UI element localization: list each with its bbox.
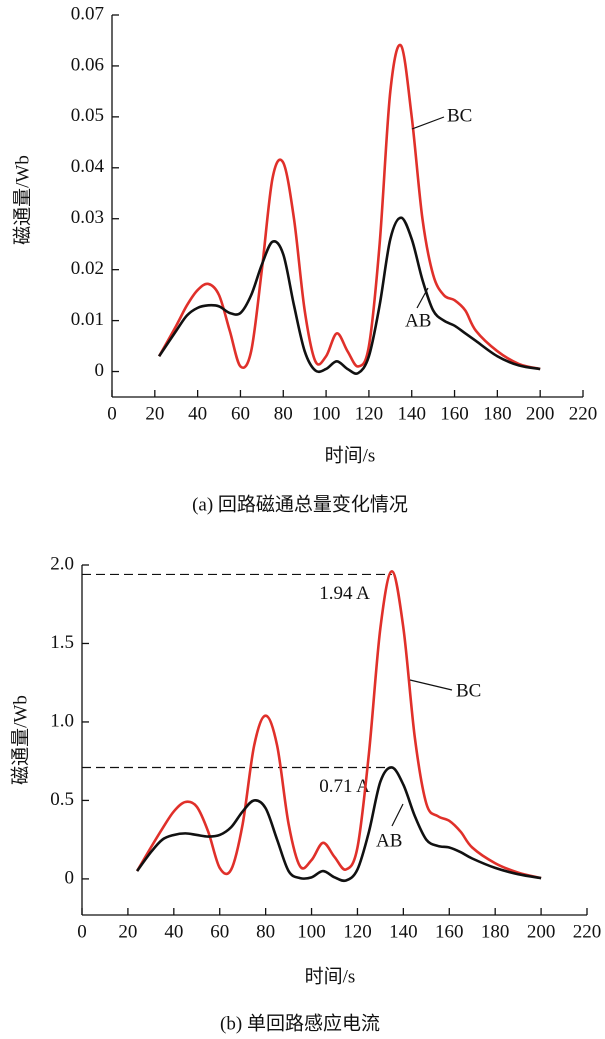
x-tick-label: 100 <box>297 921 326 942</box>
series-line <box>157 43 541 371</box>
reference-label: 1.94 A <box>319 583 370 604</box>
y-tick-label: 0 <box>65 867 75 888</box>
y-tick-label: 0.05 <box>71 105 104 126</box>
x-tick-label: 20 <box>118 921 137 942</box>
x-tick-label: 0 <box>77 921 87 942</box>
x-tick-label: 60 <box>210 921 229 942</box>
series-leader <box>411 116 445 130</box>
x-tick-label: 100 <box>312 403 341 424</box>
series-line <box>158 216 541 375</box>
y-tick-label: 0.04 <box>71 156 105 177</box>
x-tick-label: 20 <box>145 403 164 424</box>
reference-label: 0.71 A <box>319 776 370 797</box>
x-tick-label: 220 <box>569 403 598 424</box>
y-axis-label: 磁通量/Wb <box>11 155 33 245</box>
x-axis-label: 时间/s <box>305 965 356 987</box>
x-tick-label: 160 <box>440 403 469 424</box>
x-tick-label: 200 <box>526 403 555 424</box>
series-label: AB <box>376 830 402 851</box>
x-tick-label: 120 <box>355 403 384 424</box>
x-tick-label: 60 <box>231 403 250 424</box>
x-axis-label: 时间/s <box>325 444 376 466</box>
x-tick-label: 80 <box>256 921 275 942</box>
y-axis-label: 磁通量/Wb <box>9 695 31 785</box>
y-tick-label: 0.02 <box>71 258 104 279</box>
y-tick-label: 0.01 <box>71 309 104 330</box>
series-leader <box>409 679 453 691</box>
series-line <box>135 569 542 880</box>
series-leader <box>391 803 404 827</box>
x-tick-label: 160 <box>435 921 464 942</box>
x-tick-label: 220 <box>573 921 602 942</box>
y-tick-label: 0.06 <box>71 54 104 75</box>
x-tick-label: 120 <box>343 921 372 942</box>
x-tick-label: 40 <box>188 403 207 424</box>
y-tick-label: 1.5 <box>50 632 74 653</box>
caption: (b) 单回路感应电流 <box>220 1012 380 1034</box>
x-tick-label: 180 <box>483 403 512 424</box>
series-label: AB <box>405 310 431 331</box>
series-line <box>136 766 542 883</box>
caption: (a) 回路磁通总量变化情况 <box>192 493 408 515</box>
series-label: BC <box>447 105 472 126</box>
y-tick-label: 0.07 <box>71 3 104 24</box>
y-tick-label: 0 <box>95 360 105 381</box>
x-tick-label: 180 <box>481 921 510 942</box>
x-tick-label: 0 <box>107 403 117 424</box>
x-tick-label: 40 <box>164 921 183 942</box>
x-tick-label: 80 <box>274 403 293 424</box>
y-tick-label: 1.0 <box>50 710 74 731</box>
x-tick-label: 140 <box>389 921 418 942</box>
x-tick-label: 200 <box>527 921 556 942</box>
y-tick-label: 0.5 <box>50 789 74 810</box>
y-tick-label: 0.03 <box>71 207 104 228</box>
series-leader <box>416 287 429 309</box>
y-tick-label: 2.0 <box>50 553 74 574</box>
x-tick-label: 140 <box>397 403 426 424</box>
series-label: BC <box>456 680 481 701</box>
